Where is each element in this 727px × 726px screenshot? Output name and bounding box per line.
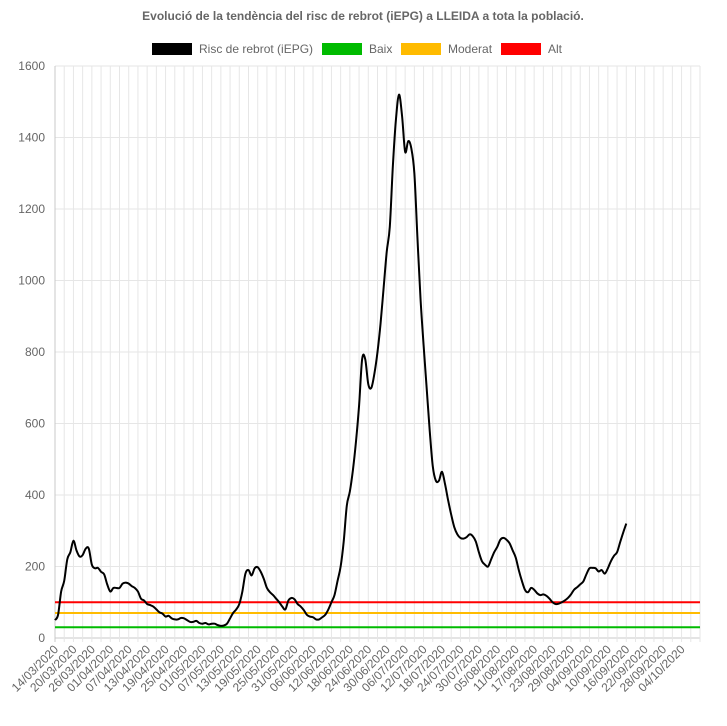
y-tick-label: 600 (25, 417, 45, 431)
legend-label: Alt (548, 42, 563, 56)
y-tick-label: 200 (25, 560, 45, 574)
y-tick-label: 400 (25, 488, 45, 502)
y-tick-label: 1000 (18, 274, 45, 288)
legend-item[interactable]: Alt (501, 42, 563, 56)
y-axis: 0 200 400 600 800 1000 1200 1400 1600 (18, 59, 45, 645)
legend-label: Baix (369, 42, 392, 56)
y-tick-label: 800 (25, 345, 45, 359)
series-layer (54, 93, 700, 629)
legend-swatch (401, 43, 441, 55)
legend-item[interactable]: Risc de rebrot (iEPG) (152, 42, 313, 56)
chart-title: Evolució de la tendència del risc de reb… (142, 9, 584, 23)
legend: Risc de rebrot (iEPG) Baix Moderat Alt (152, 42, 563, 56)
legend-swatch (152, 43, 192, 55)
legend-item[interactable]: Baix (322, 42, 392, 56)
y-tick-label: 1400 (18, 131, 45, 145)
legend-label: Risc de rebrot (iEPG) (199, 42, 313, 56)
y-tick-label: 0 (38, 631, 45, 645)
series-line-iepg (54, 93, 628, 627)
legend-label: Moderat (448, 42, 493, 56)
y-tick-label: 1200 (18, 202, 45, 216)
x-axis: 14/03/202020/03/202026/03/202001/04/2020… (9, 642, 688, 695)
grid (54, 65, 701, 642)
legend-swatch (501, 43, 541, 55)
y-tick-label: 1600 (18, 59, 45, 73)
legend-swatch (322, 43, 362, 55)
legend-item[interactable]: Moderat (401, 42, 493, 56)
